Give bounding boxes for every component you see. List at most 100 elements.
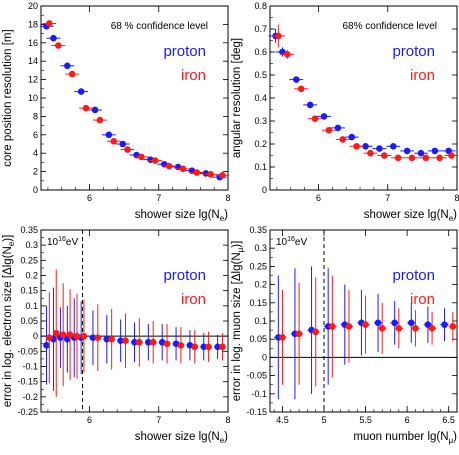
y-tick-label: 0.6	[254, 47, 267, 57]
y-tick-label: -0.15	[17, 377, 38, 387]
data-point	[105, 131, 113, 139]
y-tick-label: 0.2	[254, 139, 267, 149]
data-point	[353, 143, 360, 150]
data-point	[177, 341, 185, 349]
x-axis-label-text: shower size lg(N	[364, 209, 449, 221]
data-point	[295, 330, 303, 338]
y-tick-label: 0.4	[254, 93, 267, 103]
data-point	[312, 328, 320, 336]
data-point	[77, 88, 85, 95]
data-point	[55, 42, 62, 49]
y-axis-label: core position resolution [m]	[2, 29, 14, 166]
x-axis-label-close: )	[453, 431, 457, 443]
data-point	[96, 116, 104, 124]
data-point	[193, 169, 201, 176]
y-tick-label: 0.1	[254, 162, 267, 172]
data-point	[403, 147, 411, 155]
y-tick-label: 0.25	[249, 261, 267, 271]
y-tick-label: -0.05	[17, 346, 38, 356]
x-axis-label-close: )	[224, 431, 228, 443]
chart-panel-1: 0 2 4 6 8 10 12 14 16 18 20 6 7 8 shower size lg(Ne) co…	[2, 1, 231, 223]
y-tick-label: 0	[262, 185, 267, 195]
y-tick-label: 0.2	[254, 280, 267, 290]
x-tick-label: 4.5	[276, 415, 289, 425]
data-point	[436, 154, 443, 162]
x-axis-label: shower size lg(Ne)	[135, 209, 228, 223]
x-tick-label: 6.5	[442, 415, 455, 425]
y-tick-label: 20	[28, 1, 38, 11]
y-axis-label-text: core position resolution [m]	[2, 29, 14, 166]
data-point	[417, 149, 425, 157]
y-tick-label: 10	[28, 93, 38, 103]
data-point	[151, 157, 159, 164]
data-point	[117, 337, 124, 345]
data-point	[103, 335, 111, 343]
data-point	[119, 140, 127, 148]
data-point	[428, 324, 436, 332]
data-point	[110, 137, 118, 145]
data-point	[345, 323, 353, 330]
x-tick-label: 7	[385, 193, 390, 203]
y-axis-label-close: )]	[231, 241, 243, 248]
data-point	[207, 171, 214, 178]
data-point	[329, 323, 336, 330]
data-point	[66, 331, 74, 338]
y-tick-label: 2	[33, 167, 38, 177]
x-tick-label: 5.5	[359, 415, 372, 425]
data-point	[200, 343, 208, 351]
x-axis-label: shower size lg(Ne)	[364, 209, 457, 223]
data-point	[122, 337, 129, 345]
data-point	[407, 319, 415, 327]
chart-panel-3: -0.25 -0.2 -0.15 -0.1 -0.05 0 0.05 0.1 0.15 0.2 0.…	[2, 225, 231, 445]
data-point	[422, 154, 430, 162]
data-point	[284, 51, 291, 58]
x-axis-label-sub: e	[220, 214, 225, 223]
x-axis-label-close: )	[224, 209, 228, 221]
y-tick-label: 0.8	[254, 1, 267, 11]
x-tick-label: 7	[156, 415, 161, 425]
y-tick-label: 8	[33, 111, 38, 121]
energy-annotation-unit: eV	[66, 237, 79, 248]
y-tick-label: -0.25	[17, 407, 38, 417]
y-tick-label: -0.1	[22, 362, 38, 372]
x-tick-label: 6	[316, 193, 321, 203]
chart-panel-4: -0.15 -0.1 -0.05 0 0.05 0.1 0.15 0.2 0.25 0.3 0.35…	[231, 225, 458, 445]
data-point	[374, 319, 382, 327]
x-tick-label: 7	[156, 193, 161, 203]
plot-frame	[40, 5, 229, 191]
y-axis-label-text: error in log. muon size [Δlg(N	[231, 252, 243, 401]
y-tick-label: -0.15	[246, 407, 267, 417]
data-point	[431, 147, 439, 155]
y-tick-label: -0.05	[246, 371, 267, 381]
data-point	[448, 152, 455, 159]
data-point	[378, 324, 386, 332]
data-point	[339, 136, 347, 143]
data-point	[149, 338, 157, 346]
y-tick-label: 6	[33, 130, 38, 140]
data-point	[46, 20, 53, 27]
series-iron	[45, 269, 226, 397]
series-proton	[268, 29, 456, 157]
data-point	[325, 126, 333, 134]
legend-proton: proton	[392, 267, 435, 284]
x-tick-label: 8	[454, 193, 459, 203]
legend-iron: iron	[410, 291, 435, 308]
y-tick-label: 0.35	[249, 225, 267, 235]
chart-panel-2: 0 0.1 0.2 0.3 0.4 0.5 0.6 0.7 0.8 6 7 8 shower size …	[231, 1, 459, 223]
y-tick-label: 0	[33, 185, 38, 195]
x-axis-label-text: shower size lg(N	[135, 431, 220, 443]
y-tick-label: 0.35	[20, 225, 38, 235]
data-point	[138, 153, 145, 161]
data-point	[89, 334, 97, 341]
data-point	[124, 146, 131, 153]
y-tick-label: 0.1	[254, 316, 267, 326]
data-point	[108, 335, 115, 343]
y-tick-label: 0	[33, 331, 38, 341]
x-axis-label-sub: μ	[449, 436, 454, 445]
y-tick-label: 0.15	[20, 286, 38, 296]
y-axis-label-text: error in log. electron size [Δlg(N	[2, 246, 14, 407]
series-iron	[42, 20, 230, 179]
energy-annotation: 1016eV	[47, 236, 78, 248]
y-tick-label: 0.15	[249, 298, 267, 308]
